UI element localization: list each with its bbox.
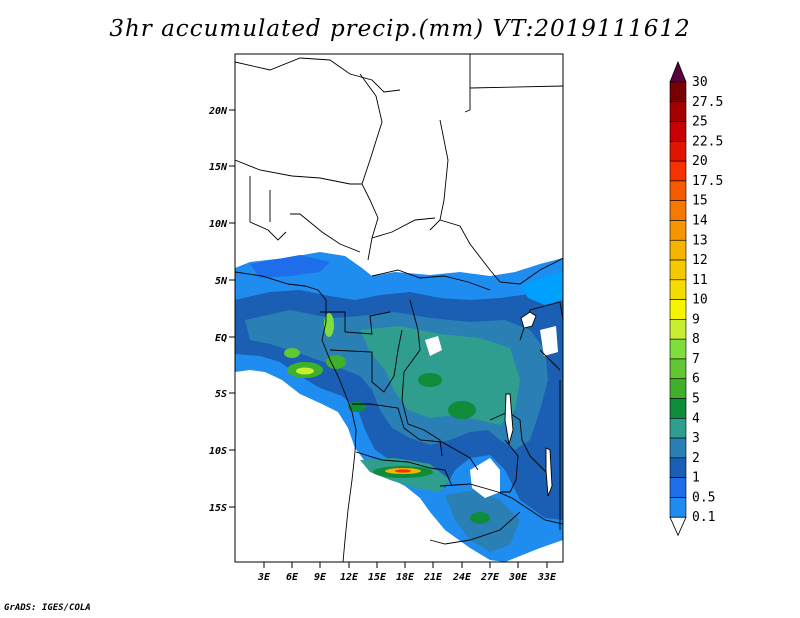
colorbar-label: 0.1 <box>692 510 715 525</box>
colorbar-label: 0.5 <box>692 490 715 505</box>
colorbar-label: 30 <box>692 75 708 90</box>
lon-label: 3E <box>257 572 271 583</box>
colorbar-segment <box>669 497 687 518</box>
colorbar-top-arrow <box>669 60 687 83</box>
lat-axis <box>229 109 235 508</box>
colorbar-segment <box>669 239 687 261</box>
colorbar-bottom-arrow <box>669 516 687 537</box>
lake-malawi <box>545 447 553 497</box>
lat-label: EQ <box>215 333 227 344</box>
colorbar-label: 13 <box>692 233 708 248</box>
colorbar-segment <box>669 259 687 281</box>
lat-label: 15S <box>209 503 227 514</box>
country-borders <box>235 54 563 562</box>
chart-title: 3hr accumulated precip.(mm) VT:201911161… <box>109 16 691 42</box>
colorbar-label: 22.5 <box>692 134 723 149</box>
colorbar-segment <box>669 457 687 478</box>
colorbar-segment <box>669 378 687 399</box>
colorbar-segment <box>669 338 687 360</box>
colorbar: 0.10.512345678910111213141517.52022.5252… <box>669 60 723 537</box>
lon-label: 33E <box>537 572 557 583</box>
colorbar-segment <box>669 477 687 498</box>
colorbar-label: 25 <box>692 115 708 130</box>
colorbar-segment <box>669 160 687 182</box>
lat-label: 20N <box>208 106 228 117</box>
colorbar-label: 8 <box>692 332 700 347</box>
colorbar-label: 6 <box>692 372 700 387</box>
colorbar-label: 14 <box>692 213 708 228</box>
lon-label: 18E <box>396 572 415 583</box>
colorbar-label: 2 <box>692 451 700 466</box>
lon-label: 21E <box>423 572 443 583</box>
colorbar-label: 15 <box>692 194 708 209</box>
lat-label: 5S <box>215 389 227 400</box>
colorbar-label: 1 <box>692 471 700 486</box>
lat-label: 5N <box>215 276 228 287</box>
lon-label: 24E <box>452 572 472 583</box>
colorbar-segment <box>669 398 687 419</box>
lon-label: 30E <box>508 572 528 583</box>
lat-label: 15N <box>209 162 228 173</box>
colorbar-label: 5 <box>692 392 700 407</box>
colorbar-segment <box>669 101 687 122</box>
lake-tanganyika <box>504 393 514 445</box>
colorbar-segment <box>669 141 687 162</box>
colorbar-label: 12 <box>692 253 708 268</box>
colorbar-segment <box>669 121 687 142</box>
colorbar-label: 3 <box>692 431 700 446</box>
lon-label: 15E <box>368 572 387 583</box>
lon-label: 9E <box>314 572 327 583</box>
colorbar-label: 7 <box>692 352 700 367</box>
colorbar-label: 17.5 <box>692 174 723 189</box>
colorbar-segment <box>669 319 687 340</box>
colorbar-label: 9 <box>692 312 700 327</box>
lon-label: 12E <box>340 572 359 583</box>
colorbar-label: 4 <box>692 411 700 426</box>
footer-credit: GrADS: IGES/COLA <box>4 603 91 613</box>
lakes <box>504 311 553 497</box>
lake-victoria <box>520 311 537 329</box>
colorbar-segment <box>669 279 687 300</box>
precip-field <box>235 252 563 562</box>
colorbar-label: 27.5 <box>692 95 723 110</box>
colorbar-segment <box>669 220 687 241</box>
map-frame <box>234 53 564 563</box>
lon-label: 27E <box>480 572 500 583</box>
colorbar-segment <box>669 418 687 439</box>
colorbar-label: 10 <box>692 293 708 308</box>
colorbar-segment <box>669 180 687 201</box>
colorbar-segment <box>669 299 687 320</box>
colorbar-segment <box>669 358 687 380</box>
lon-label: 6E <box>286 572 299 583</box>
lat-label: 10N <box>209 219 228 230</box>
colorbar-label: 11 <box>692 273 708 288</box>
colorbar-label: 20 <box>692 154 708 169</box>
colorbar-segment <box>669 200 687 221</box>
colorbar-segment <box>669 437 687 459</box>
lon-axis <box>263 562 548 568</box>
lat-label: 10S <box>209 446 227 457</box>
colorbar-segment <box>669 81 687 103</box>
